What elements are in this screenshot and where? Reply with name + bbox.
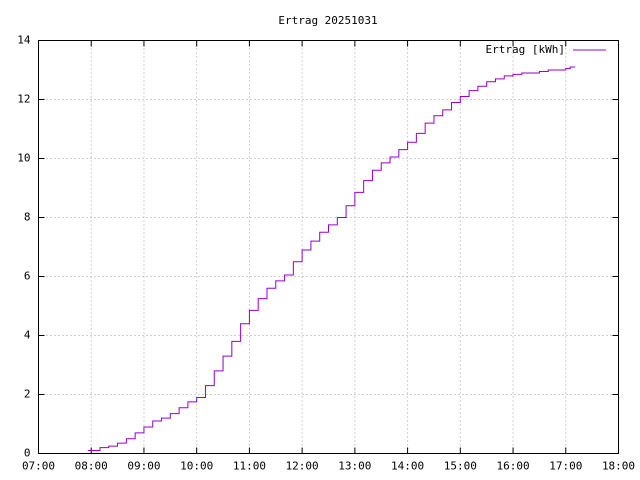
legend-label: Ertrag [kWh] — [486, 43, 565, 56]
x-tick-label: 15:00 — [444, 460, 477, 473]
y-tick-label: 2 — [24, 388, 31, 401]
plot-frame — [38, 40, 619, 454]
x-tick-label: 17:00 — [549, 460, 582, 473]
x-tick-label: 14:00 — [391, 460, 424, 473]
y-tick-label: 4 — [24, 329, 31, 342]
y-tick-label: 14 — [17, 34, 31, 47]
x-tick-label: 12:00 — [286, 460, 319, 473]
y-tick-label: 10 — [17, 152, 30, 165]
x-tick-label: 11:00 — [233, 460, 266, 473]
y-tick-label: 8 — [24, 211, 31, 224]
x-tick-label: 18:00 — [602, 460, 635, 473]
x-tick-label: 10:00 — [180, 460, 213, 473]
y-tick-label: 6 — [24, 270, 31, 283]
x-tick-label: 09:00 — [127, 460, 160, 473]
y-tick-label: 12 — [17, 93, 30, 106]
x-tick-label: 16:00 — [496, 460, 529, 473]
y-tick-label: 0 — [24, 447, 31, 460]
x-tick-label: 08:00 — [75, 460, 108, 473]
x-tick-label: 13:00 — [338, 460, 371, 473]
x-tick-label: 07:00 — [22, 460, 55, 473]
chart-title: Ertrag 20251031 — [278, 14, 377, 27]
data-line — [87, 66, 576, 452]
